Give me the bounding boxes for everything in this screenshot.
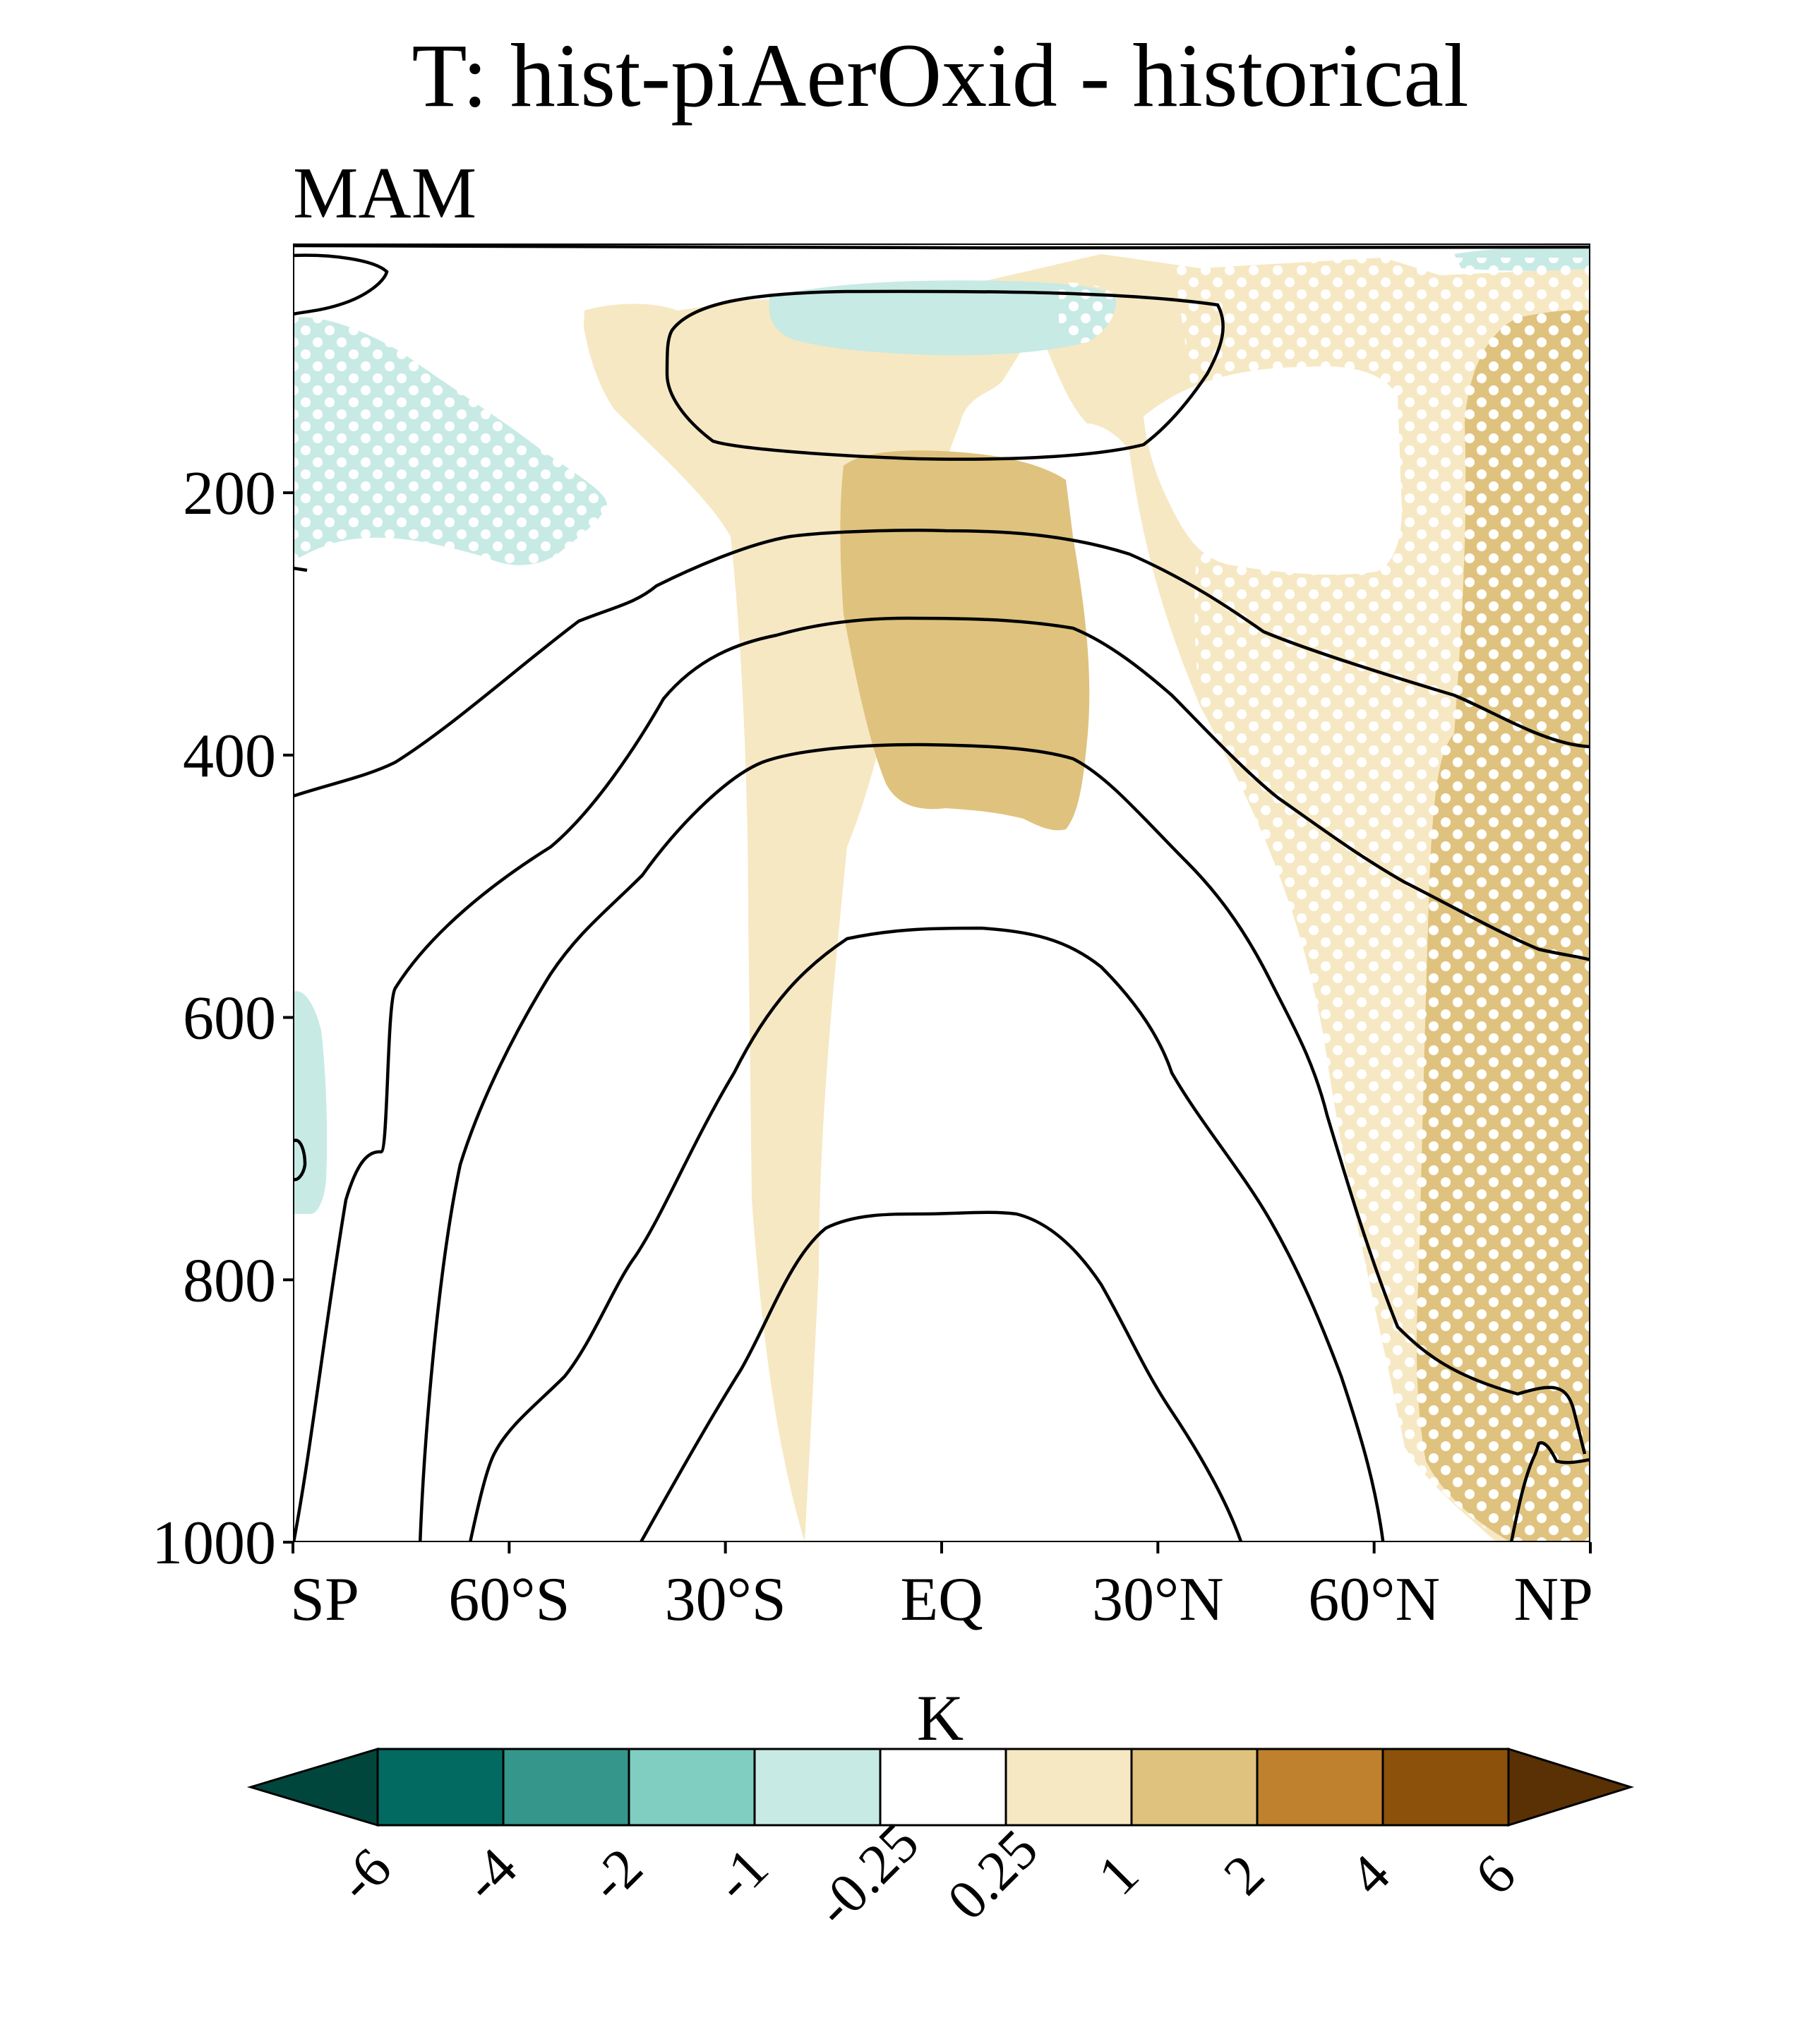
colorbar-ticks: -6 -4 -2 -1 -0.25 0.25 1 2 4 6 [326, 1812, 1528, 1939]
colorbar-extend-high [1507, 1747, 1635, 1827]
colorbar-tick-label: 4 [1338, 1843, 1402, 1907]
colorbar-tick-label: -6 [326, 1836, 403, 1913]
contour-top-2 [293, 244, 1590, 250]
contour-sh-cap [293, 253, 389, 316]
colorbar-tick-label: -2 [577, 1836, 654, 1913]
colorbar-swatch [1130, 1748, 1259, 1827]
contour-equator-loop [665, 289, 1225, 461]
colorbar [246, 1747, 1635, 1827]
climatology-contours [293, 244, 1590, 1542]
y-tick-label: 400 [183, 722, 276, 790]
colorbar-extend-low [246, 1747, 379, 1827]
contour-top-1 [455, 244, 1590, 245]
colorbar-swatch [879, 1748, 1007, 1827]
y-tick-label: 600 [183, 985, 276, 1053]
x-tick-label: EQ [900, 1565, 983, 1634]
contour-sp-small [293, 1138, 307, 1182]
contour-350 [418, 743, 1587, 1542]
contour-250 [293, 529, 1590, 798]
colorbar-tick-label: 2 [1212, 1843, 1276, 1907]
x-tick-label: 60°S [448, 1565, 570, 1634]
x-tick-label: 30°S [665, 1565, 786, 1634]
x-tick-label: 60°N [1308, 1565, 1440, 1634]
x-tick-label: 30°N [1092, 1565, 1224, 1634]
y-tick-label: 800 [183, 1246, 276, 1315]
colorbar-unit-label: K [917, 1682, 964, 1754]
y-tick-label: 1000 [152, 1509, 276, 1577]
cool-region-sp-surface [293, 991, 328, 1214]
colorbar-tick-label: 6 [1463, 1843, 1528, 1907]
neutral-region-sh [293, 244, 805, 1542]
chart-title: T: hist-piAerOxid - historical [412, 25, 1468, 126]
contour-450 [639, 1210, 1243, 1542]
colorbar-swatch [1256, 1748, 1384, 1827]
colorbar-tick-label: -4 [452, 1836, 529, 1913]
x-tick-label: NP [1514, 1565, 1594, 1634]
x-tick-label: SP [290, 1565, 359, 1634]
contour-sp-tick [293, 566, 308, 572]
colorbar-tick-label: 0.25 [936, 1818, 1050, 1932]
colorbar-tick-label: -0.25 [804, 1812, 931, 1939]
x-axis: SP 60°S 30°S EQ 30°N 60°N NP [290, 1542, 1593, 1634]
colorbar-tick-label: 1 [1086, 1843, 1151, 1907]
contour-np [1509, 1441, 1590, 1542]
contour-400 [468, 926, 1385, 1542]
stipple-nh-midlat [1172, 258, 1590, 1542]
plot-area [293, 244, 1590, 1542]
stipple-equator-top [1059, 282, 1116, 344]
colorbar-swatch [1004, 1748, 1133, 1827]
contour-300 [293, 616, 1590, 1542]
y-axis: 200 400 600 800 1000 [152, 459, 293, 1577]
colorbar-swatch [1381, 1748, 1510, 1827]
stipple-tropics-sh [713, 536, 805, 1542]
colorbar-tick-label: -1 [703, 1836, 780, 1913]
y-tick-label: 200 [183, 459, 276, 528]
stipple-sh-upper [293, 317, 607, 565]
colorbar-swatch [376, 1748, 505, 1827]
colorbar-swatch [628, 1748, 756, 1827]
warm-region-equator [840, 450, 1090, 831]
cool-region-equator-top [769, 280, 1116, 356]
season-label: MAM [293, 152, 476, 234]
colorbar-swatch [753, 1748, 882, 1827]
colorbar-swatch [502, 1748, 630, 1827]
